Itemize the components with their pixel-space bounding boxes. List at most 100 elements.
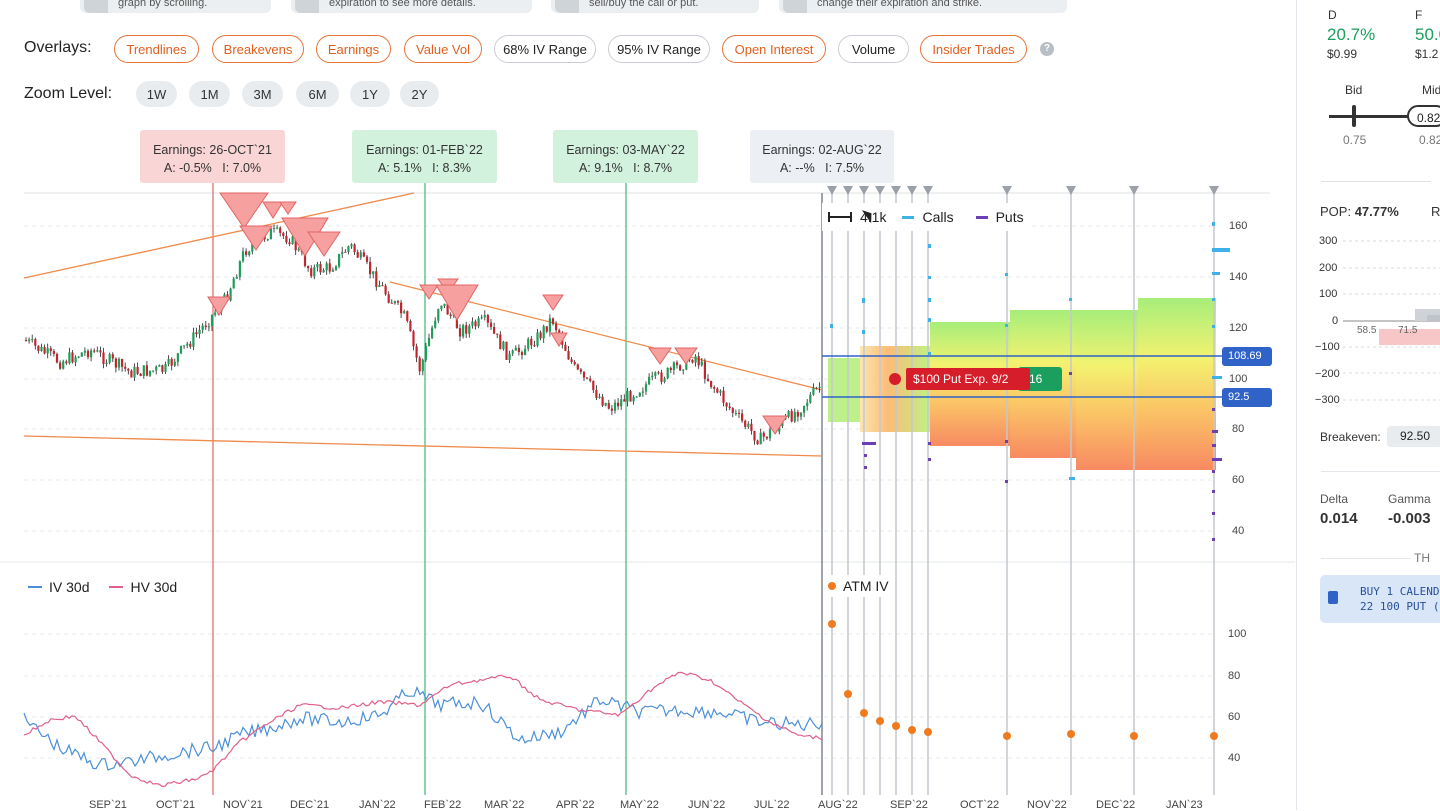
- candle-body: [815, 387, 818, 389]
- candle-body: [316, 263, 319, 268]
- candle-body: [787, 411, 790, 417]
- insider-trade-markers[interactable]: [207, 192, 788, 435]
- candle-body: [455, 313, 458, 329]
- breakeven-value: 92.50: [1387, 426, 1440, 447]
- candle-body: [245, 251, 248, 255]
- col-d-pct: 20.7%: [1327, 25, 1376, 44]
- earnings-stats: A: 9.1% I: 8.7%: [578, 161, 673, 175]
- candle-body: [555, 323, 558, 331]
- zoom-1m-button[interactable]: 1M: [189, 81, 230, 107]
- candle-body: [713, 387, 716, 389]
- candle-body: [582, 371, 586, 378]
- candle-body: [241, 251, 245, 262]
- trade-line: 22 100 PUT (: [1360, 600, 1440, 613]
- candle-body: [28, 339, 31, 342]
- candle-body: [384, 285, 387, 295]
- candle-body: [365, 256, 369, 262]
- bid-label: Bid: [1345, 83, 1363, 97]
- candle-body: [493, 327, 496, 334]
- overlay-earnings-button[interactable]: Earnings: [316, 35, 391, 63]
- pl-mini-chart: [1343, 240, 1440, 401]
- candle-body: [744, 420, 747, 427]
- candle-body: [660, 372, 663, 382]
- position-marker[interactable]: [889, 373, 901, 385]
- vol-axis-label: 40: [1228, 752, 1241, 764]
- candle-body: [626, 391, 629, 402]
- bid-slider-handle[interactable]: [1352, 105, 1356, 127]
- candle-body: [136, 366, 139, 374]
- overlay-68-iv-range-button[interactable]: 68% IV Range: [494, 35, 596, 63]
- zoom-1y-button[interactable]: 1Y: [350, 81, 390, 107]
- overlay-open-interest-button[interactable]: Open Interest: [722, 35, 826, 63]
- mid-value: 0.82: [1419, 133, 1440, 147]
- candle-body: [102, 352, 105, 364]
- candle-body: [24, 340, 28, 342]
- zoom-2y-button[interactable]: 2Y: [400, 81, 439, 107]
- candle-body: [155, 366, 158, 371]
- trade-card[interactable]: BUY 1 CALEND 22 100 PUT (: [1320, 575, 1440, 623]
- candle-body: [43, 346, 46, 354]
- candle-body: [741, 413, 744, 421]
- candle-body: [344, 251, 347, 253]
- candle-body: [164, 363, 167, 372]
- earnings-box[interactable]: Earnings: 03-MAY`22 A: 9.1% I: 8.7%: [553, 130, 698, 183]
- candle-body: [620, 399, 623, 407]
- candle-body: [514, 347, 517, 351]
- candle-body: [679, 365, 682, 371]
- expiration-markers[interactable]: [827, 186, 1219, 195]
- price-chart[interactable]: [0, 0, 1295, 810]
- earnings-box[interactable]: Earnings: 01-FEB`22 A: 5.1% I: 8.3%: [352, 130, 497, 183]
- lower-price-badge: 92.5: [1222, 388, 1272, 407]
- vol-axis-label: 80: [1228, 670, 1241, 682]
- mid-price-input[interactable]: 0.82: [1407, 105, 1440, 127]
- zoom-6m-button[interactable]: 6M: [296, 81, 339, 107]
- candle-body: [753, 430, 756, 441]
- candle-body: [477, 318, 480, 327]
- overlay-volume-button[interactable]: Volume: [838, 35, 909, 63]
- candle-body: [65, 361, 68, 364]
- overlay-trendlines-button[interactable]: Trendlines: [114, 35, 199, 63]
- candle-body: [62, 361, 65, 369]
- pl-x-label: 58.5: [1357, 325, 1377, 336]
- candle-body: [765, 436, 768, 439]
- candle-body: [74, 357, 77, 363]
- candle-body: [279, 227, 282, 233]
- earnings-title: Earnings: 26-OCT`21: [153, 143, 272, 157]
- overlay-insider-trades-button[interactable]: Insider Trades: [920, 35, 1027, 63]
- overlay-breakevens-button[interactable]: Breakevens: [212, 35, 304, 63]
- candle-body: [610, 408, 613, 411]
- candle-body: [189, 343, 192, 347]
- zoom-3m-button[interactable]: 3M: [242, 81, 283, 107]
- candle-body: [49, 348, 52, 352]
- help-icon[interactable]: ?: [1040, 42, 1054, 56]
- candle-body: [338, 253, 341, 267]
- candle-body: [675, 362, 679, 366]
- x-axis-label: MAY`22: [620, 799, 659, 811]
- x-axis-label: JAN`22: [359, 799, 396, 811]
- earnings-box[interactable]: Earnings: 02-AUG`22 A: --% I: 7.5%: [750, 130, 894, 183]
- candle-body: [632, 396, 635, 402]
- overlay-95-iv-range-button[interactable]: 95% IV Range: [608, 35, 710, 63]
- vol-axis-label: 60: [1228, 711, 1241, 723]
- candle-body: [210, 314, 214, 327]
- x-axis-label: AUG`22: [818, 799, 858, 811]
- candle-body: [592, 380, 595, 391]
- candle-body: [322, 270, 325, 273]
- copy-icon[interactable]: [1328, 591, 1338, 604]
- earnings-box[interactable]: Earnings: 26-OCT`21 A: -0.5% I: 7.0%: [140, 130, 285, 183]
- candle-body: [641, 391, 644, 393]
- candle-body: [400, 302, 403, 314]
- candle-body: [762, 432, 765, 437]
- x-axis-label: SEP`22: [890, 799, 928, 811]
- zoom-1w-button[interactable]: 1W: [136, 81, 177, 107]
- candle-body: [465, 325, 468, 334]
- candle-body: [158, 365, 161, 367]
- tooltip-hint: sell/buy the call or put.: [551, 0, 759, 13]
- position-label-badge[interactable]: $100 Put Exp. 9/2: [906, 368, 1030, 390]
- candle-body: [117, 359, 121, 368]
- price-axis-label: 60: [1232, 474, 1245, 486]
- atm-iv-points: [828, 620, 1218, 740]
- trade-line: BUY 1 CALEND: [1360, 585, 1440, 598]
- overlay-value-vol-button[interactable]: Value Vol: [404, 35, 482, 63]
- price-slider-track[interactable]: [1329, 115, 1440, 118]
